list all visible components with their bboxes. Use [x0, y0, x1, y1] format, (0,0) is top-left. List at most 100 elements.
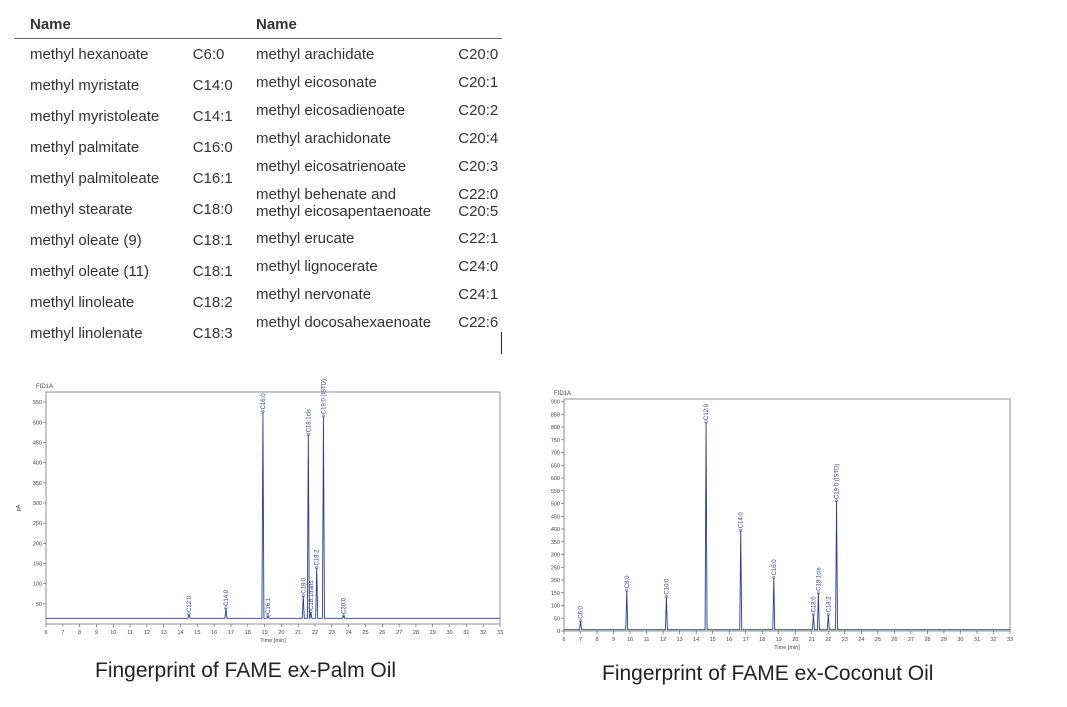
x-tick-label: 25: [362, 630, 368, 636]
fame-name: methyl arachidate: [256, 46, 375, 63]
x-tick-label: 19: [262, 630, 268, 636]
fame-code-cell: C18:0: [179, 194, 240, 225]
y-tick-label: 650: [551, 463, 560, 469]
fame-code: C18:0: [192, 200, 233, 218]
fame-code: C20:2: [458, 101, 499, 119]
x-tick-label: 10: [110, 630, 116, 636]
fame-code: C14:1: [192, 107, 233, 125]
fame-name-cell: methyl lignocerate: [240, 251, 444, 279]
chromatogram-coconut-oil-svg: FID1A 0 50 100 150 200 250 300 350 400 450 500 550 60…: [551, 391, 1013, 651]
peak-apex-marker: [816, 591, 820, 595]
fame-code: C18:2: [192, 293, 233, 311]
fame-name: methyl behenate and: [256, 185, 397, 203]
fame-table-left: Name methyl hexanoate C6:0 methyl myristat…: [14, 10, 240, 349]
peak-label: C19:0 (ISTD): [321, 379, 327, 414]
x-tick-label: 8: [78, 630, 81, 636]
x-tick-label: 26: [891, 637, 897, 643]
fame-name-cell: methyl palmitoleate: [14, 163, 179, 194]
x-tick-label: 17: [228, 630, 234, 636]
y-tick-label: 150: [551, 591, 560, 597]
peak-apex-marker: [739, 528, 743, 532]
chromatogram-trace: [46, 411, 500, 619]
peak-apex-marker: [578, 619, 583, 623]
fame-name-cell: methyl stearate: [14, 194, 179, 225]
table-header-name: Name: [240, 10, 502, 39]
fame-name-cell: methyl oleate (9): [14, 225, 179, 256]
fame-code: C22:0: [458, 185, 499, 203]
x-tick-label: 22: [825, 637, 831, 643]
fame-name: methyl myristoleate: [30, 107, 160, 125]
fame-code-cell: C24:1: [444, 279, 502, 307]
fame-name: methyl nervonate: [256, 285, 372, 303]
fame-code: C22:1: [458, 229, 499, 247]
peak-apex-marker: [315, 565, 319, 570]
fame-code-cell: C22:0 C20:5: [444, 179, 502, 223]
fame-code-cell: C16:0: [179, 132, 240, 163]
fame-code-cell: C24:0: [444, 251, 502, 279]
fame-name-cell: methyl myristoleate: [14, 101, 179, 132]
fame-code-cell: C22:1: [444, 223, 502, 251]
y-tick-label: 900: [551, 400, 560, 406]
table-row: methyl oleate (9) C18:1: [14, 225, 240, 256]
x-tick-label: 31: [463, 630, 469, 636]
peak-label: C18:1cis: [306, 409, 312, 432]
x-tick-label: 25: [875, 637, 881, 643]
x-tick-label: 11: [644, 637, 650, 643]
x-tick-label: 28: [413, 630, 419, 636]
chromatogram-trace: [564, 421, 1010, 631]
fame-name-cell: methyl linolenate: [14, 318, 179, 349]
fame-name-second-line: methyl eicosapentaenoate: [256, 202, 432, 220]
x-tick-label: 23: [842, 637, 848, 643]
y-tick-label: 850: [551, 412, 560, 418]
y-tick-label: 250: [551, 565, 560, 571]
fame-code-cell: C18:1: [179, 256, 240, 287]
signal-label: FID1A: [554, 391, 571, 397]
x-tick-label: 30: [957, 637, 963, 643]
peak-apex-marker: [306, 432, 310, 436]
fame-code: C24:0: [458, 257, 499, 275]
text-cursor: [501, 332, 502, 354]
x-tick-label: 17: [743, 637, 749, 643]
fame-code-cell: C18:2: [179, 287, 240, 318]
plot-frame: [45, 391, 501, 625]
x-tick-label: 14: [177, 630, 183, 636]
table-row: methyl nervonate C24:1: [240, 279, 502, 307]
y-tick-label: 800: [551, 425, 560, 431]
x-tick-label: 18: [759, 637, 765, 643]
fame-name: methyl hexanoate: [30, 46, 149, 63]
fame-code: C20:4: [458, 129, 499, 147]
y-tick-label: 50: [36, 602, 42, 608]
x-tick-label: 7: [61, 630, 64, 636]
fame-name-cell: methyl docosahexaenoate: [240, 307, 444, 335]
y-tick-label: 500: [551, 502, 560, 508]
peak-apex-marker: [664, 595, 668, 599]
x-tick-label: 12: [144, 630, 150, 636]
table-row: methyl hexanoate C6:0: [14, 39, 240, 70]
peak-apex-marker: [835, 499, 839, 503]
x-tick-label: 32: [480, 630, 486, 636]
peak-label: C14:0: [224, 589, 230, 606]
fame-name-cell: methyl arachidate: [240, 39, 444, 67]
peak-label: C16:1: [266, 597, 272, 614]
table-row: methyl palmitoleate C16:1: [14, 163, 240, 194]
table-row: methyl oleate (11) C18:1: [14, 256, 240, 287]
x-tick-label: 9: [612, 637, 615, 643]
fame-name: methyl eicosonate: [256, 73, 377, 91]
y-tick-label: 750: [551, 438, 560, 444]
y-axis-label: pA: [16, 504, 22, 511]
fame-name-cell: methyl eicosadienoate: [240, 95, 444, 123]
chromatogram-palm-oil: FID1A 50 100 150 200 250 300 350 400 450 500 550 6 7 8…: [14, 376, 514, 648]
fame-name-cell: methyl arachidonate: [240, 123, 444, 151]
fame-code-cell: C14:0: [179, 70, 240, 101]
table-row: methyl arachidate C20:0: [240, 39, 502, 67]
y-tick-label: 0: [557, 629, 560, 635]
peak-label: C16:0: [772, 559, 778, 576]
fame-name-cell: methyl palmitate: [14, 132, 179, 163]
x-tick-label: 33: [1007, 637, 1013, 643]
x-tick-label: 6: [44, 630, 47, 636]
fame-name-cell: methyl hexanoate: [14, 39, 179, 70]
x-axis-label: Time [min]: [774, 645, 800, 651]
peak-label: C6:0: [579, 605, 585, 618]
table-row: methyl docosahexaenoate C22:6: [240, 307, 502, 335]
fame-code: C18:1: [192, 231, 233, 249]
